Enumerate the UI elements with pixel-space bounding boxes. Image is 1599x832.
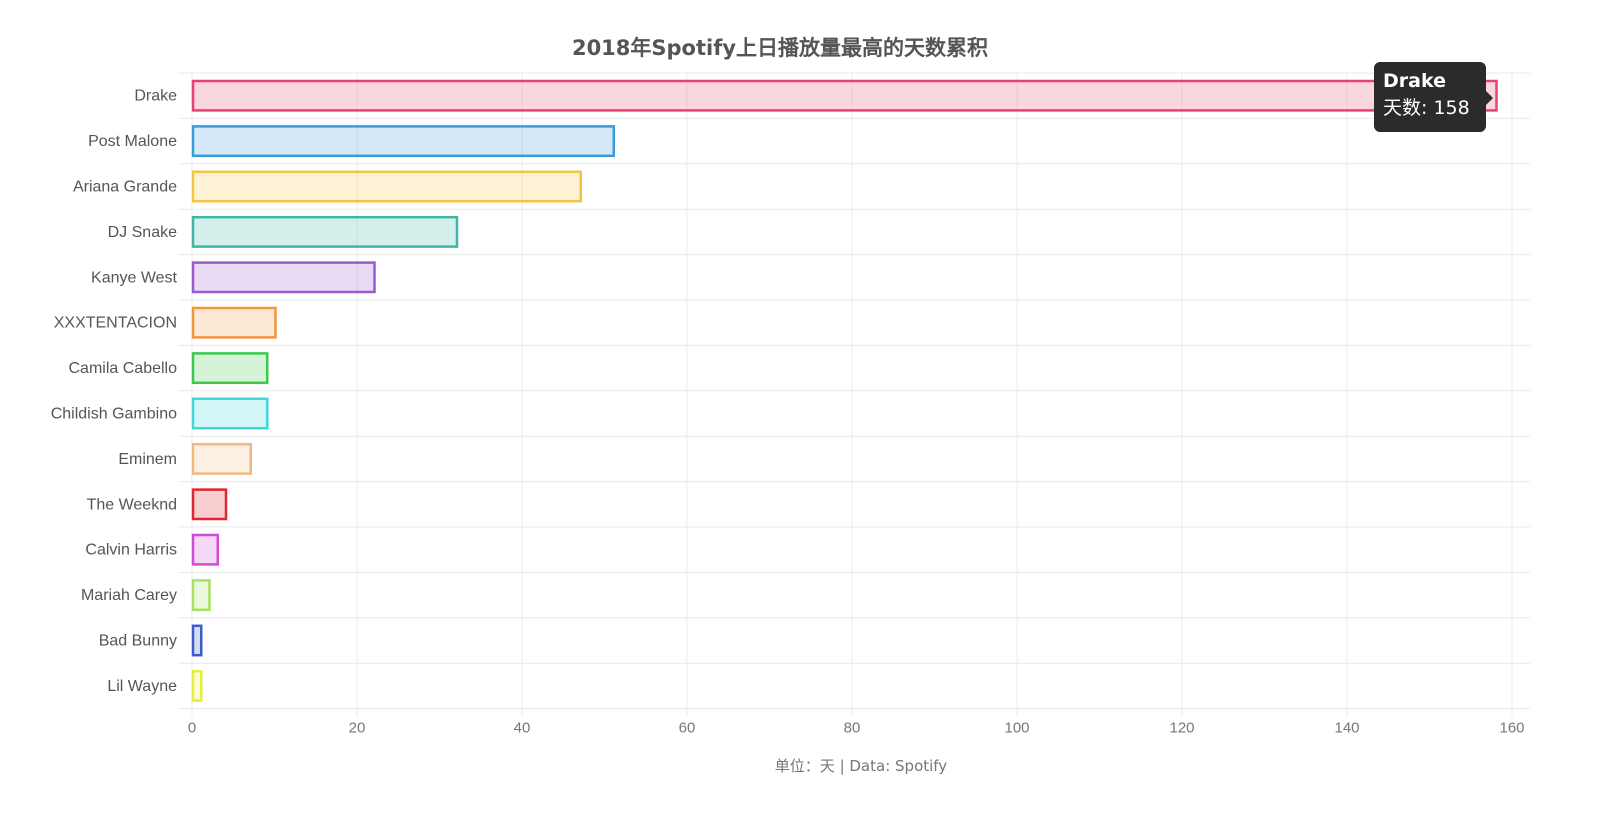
x-tick-label: 140 — [1334, 720, 1359, 737]
x-tick-label: 160 — [1499, 720, 1524, 737]
category-label: Kanye West — [91, 269, 178, 286]
category-label: XXXTENTACION — [54, 315, 177, 332]
x-tick-label: 40 — [514, 720, 531, 737]
x-tick-label: 80 — [844, 720, 861, 737]
category-label: Childish Gambino — [51, 406, 177, 423]
grid-lines — [178, 72, 1530, 717]
x-axis-tick-labels: 0 20 40 60 80 100 120 140 160 — [188, 720, 1525, 737]
x-tick-label: 20 — [349, 720, 366, 737]
x-tick-label: 60 — [679, 720, 696, 737]
bar-kanye-west[interactable] — [191, 261, 376, 294]
tooltip: Drake 天数: 158 — [1374, 62, 1493, 132]
bar-post-malone[interactable] — [191, 125, 615, 158]
chart-caption: 单位：天 | Data: Spotify — [775, 757, 948, 775]
category-label: Post Malone — [88, 133, 177, 150]
bars — [191, 79, 1498, 702]
bar-lil-wayne[interactable] — [191, 669, 203, 702]
bar-camila-cabello[interactable] — [191, 352, 269, 385]
tooltip-value: 天数: 158 — [1383, 97, 1470, 119]
category-label: Drake — [134, 88, 177, 105]
category-label: Lil Wayne — [107, 678, 177, 695]
category-label: The Weeknd — [87, 496, 177, 513]
category-label: DJ Snake — [108, 224, 177, 241]
category-label: Ariana Grande — [73, 179, 177, 196]
bar-mariah-carey[interactable] — [191, 579, 211, 612]
x-tick-label: 0 — [188, 720, 196, 737]
bar-dj-snake[interactable] — [191, 215, 459, 248]
bar-ariana-grande[interactable] — [191, 170, 582, 203]
tooltip-title: Drake — [1383, 70, 1446, 92]
bar-childish-gambino[interactable] — [191, 397, 269, 430]
x-tick-label: 120 — [1169, 720, 1194, 737]
bar-xxxtentacion[interactable] — [191, 306, 277, 339]
bar-drake[interactable] — [191, 79, 1498, 112]
bar-the-weeknd[interactable] — [191, 488, 228, 521]
category-label: Eminem — [118, 451, 177, 468]
category-label: Camila Cabello — [69, 360, 178, 377]
category-label: Bad Bunny — [99, 633, 177, 650]
chart-title: 2018年Spotify上日播放量最高的天数累积 — [572, 36, 988, 60]
category-labels: Drake Post Malone Ariana Grande DJ Snake Kan… — [51, 88, 178, 695]
bar-calvin-harris[interactable] — [191, 533, 219, 566]
bar-bad-bunny[interactable] — [191, 624, 203, 657]
category-label: Mariah Carey — [81, 587, 177, 604]
bar-eminem[interactable] — [191, 442, 252, 475]
x-tick-label: 100 — [1004, 720, 1029, 737]
category-label: Calvin Harris — [85, 542, 177, 559]
